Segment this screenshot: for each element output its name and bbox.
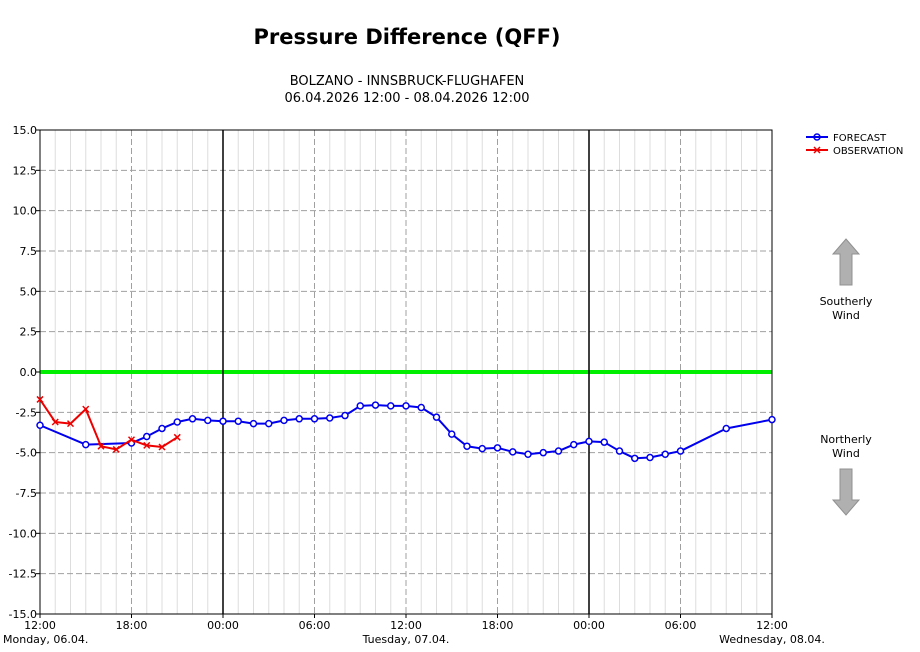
chart-subtitle-stations: BOLZANO - INNSBRUCK-FLUGHAFEN	[290, 74, 525, 89]
forecast-point	[143, 432, 151, 441]
y-tick-label: 5.0	[20, 285, 38, 298]
southerly-label-line1: Southerly	[820, 295, 873, 308]
forecast-point	[615, 447, 624, 455]
forecast-point	[722, 424, 730, 433]
arrow-down-icon	[831, 468, 861, 516]
forecast-point	[310, 415, 319, 423]
forecast-point	[676, 447, 685, 455]
x-tick-label: 00:00	[573, 619, 605, 632]
observation-point	[36, 395, 44, 403]
series	[36, 395, 776, 463]
y-tick-label: -15.0	[9, 608, 37, 621]
forecast-point	[341, 411, 349, 420]
forecast-point	[585, 437, 593, 446]
forecast-point	[631, 454, 639, 463]
y-tick-label: 15.0	[13, 124, 38, 137]
forecast-point	[417, 403, 425, 412]
forecast-point	[402, 402, 410, 410]
southerly-label-line2: Wind	[832, 309, 860, 322]
forecast-point	[36, 421, 44, 429]
forecast-point	[768, 415, 776, 424]
forecast-point	[387, 402, 395, 410]
x-day-label: Wednesday, 08.04.	[719, 633, 825, 646]
x-tick-label: 12:00	[24, 619, 56, 632]
forecast-point	[204, 416, 212, 425]
forecast-point	[356, 402, 364, 410]
southerly-wind-indicator: Southerly Wind	[820, 238, 873, 322]
forecast-point	[554, 447, 563, 455]
forecast-point	[509, 448, 517, 456]
y-tick-label: -10.0	[9, 527, 37, 540]
observation-point	[127, 436, 136, 444]
forecast-point	[158, 424, 166, 433]
x-tick-label: 18:00	[116, 619, 148, 632]
x-tick-label: 12:00	[756, 619, 788, 632]
x-tick-label: 00:00	[207, 619, 239, 632]
northerly-wind-indicator: Northerly Wind	[820, 433, 872, 516]
forecast-point	[188, 415, 197, 423]
observation-point	[143, 441, 151, 449]
legend-forecast-label: FORECAST	[833, 133, 887, 144]
observation-point	[112, 445, 120, 453]
y-tick-label: 10.0	[13, 205, 38, 218]
x-day-label: Monday, 06.04.	[3, 633, 88, 646]
forecast-point	[173, 418, 181, 426]
legend-observation-marker	[813, 146, 821, 154]
observation-point	[158, 443, 166, 451]
forecast-point	[661, 450, 669, 459]
forecast-point	[265, 419, 273, 428]
forecast-point	[448, 430, 456, 438]
y-tick-label: -5.0	[16, 447, 37, 460]
forecast-point	[493, 444, 502, 452]
legend-observation-label: OBSERVATION	[833, 146, 903, 157]
legend-forecast-marker	[813, 133, 821, 141]
forecast-point	[600, 438, 608, 446]
forecast-point	[280, 416, 288, 425]
observation-point	[97, 442, 105, 450]
observation-point	[51, 418, 59, 426]
grid	[39, 129, 773, 615]
x-tick-label: 18:00	[482, 619, 514, 632]
forecast-point	[524, 450, 532, 459]
forecast-point	[646, 453, 654, 462]
y-tick-label: -7.5	[16, 487, 37, 500]
forecast-point	[478, 444, 486, 453]
x-tick-label: 06:00	[665, 619, 697, 632]
forecast-point	[326, 414, 334, 422]
forecast-point	[570, 440, 578, 449]
y-tick-label: 0.0	[20, 366, 38, 379]
forecast-point	[234, 417, 242, 425]
y-tick-label: 2.5	[20, 326, 38, 339]
northerly-label-line1: Northerly	[820, 433, 872, 446]
forecast-point	[539, 448, 547, 457]
x-day-label: Tuesday, 07.04.	[362, 633, 450, 646]
observation-line	[39, 398, 178, 451]
observation-point	[66, 420, 75, 428]
y-tick-label: -2.5	[16, 406, 37, 419]
forecast-point	[432, 413, 441, 421]
y-tick-label: 12.5	[13, 164, 38, 177]
axes: 15.0 12.5 10.0 7.5 5.0 2.5 0.0 -2.5 -5.0 -7.5 -10.…	[3, 124, 825, 646]
x-tick-label: 12:00	[390, 619, 422, 632]
observation-point	[82, 405, 90, 413]
observation-point	[173, 433, 181, 441]
forecast-point	[219, 417, 227, 425]
forecast-point	[249, 419, 258, 428]
forecast-point	[463, 442, 471, 450]
legend: FORECAST OBSERVATION	[806, 133, 903, 157]
forecast-point	[82, 440, 90, 449]
chart-title: Pressure Difference (QFF)	[253, 25, 560, 49]
y-tick-label: -12.5	[9, 568, 37, 581]
forecast-point	[295, 415, 303, 423]
forecast-point	[371, 401, 380, 409]
arrow-up-icon	[831, 238, 861, 286]
chart-subtitle-period: 06.04.2026 12:00 - 08.04.2026 12:00	[284, 91, 529, 106]
y-tick-label: 7.5	[20, 245, 38, 258]
x-tick-label: 06:00	[299, 619, 331, 632]
northerly-label-line2: Wind	[832, 447, 860, 460]
